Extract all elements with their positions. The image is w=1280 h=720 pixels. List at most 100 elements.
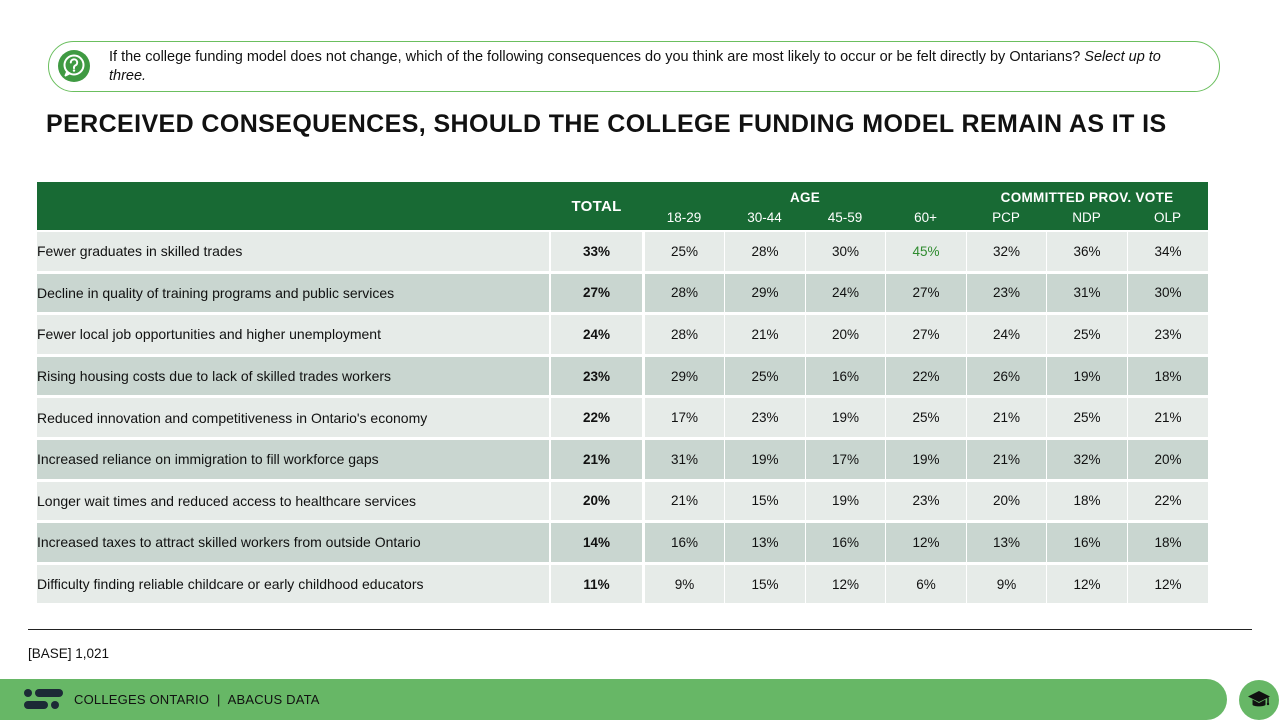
- column-header-45-59: 45-59: [805, 205, 885, 230]
- value-cell: 25%: [724, 354, 805, 397]
- row-label: Fewer graduates in skilled trades: [37, 230, 549, 272]
- total-cell: 20%: [549, 479, 644, 522]
- question-box: If the college funding model does not ch…: [48, 41, 1220, 92]
- table-row: Longer wait times and reduced access to …: [37, 479, 1209, 522]
- graduation-cap-icon: [1248, 691, 1270, 707]
- value-cell: 12%: [1046, 562, 1128, 605]
- results-table: TOTAL AGE COMMITTED PROV. VOTE 18-29 30-4…: [37, 182, 1209, 605]
- value-cell: 19%: [1046, 354, 1128, 397]
- total-cell: 23%: [549, 354, 644, 397]
- row-label: Increased taxes to attract skilled worke…: [37, 521, 549, 563]
- value-cell: 23%: [966, 271, 1047, 314]
- value-cell: 28%: [724, 230, 805, 272]
- value-cell: 6%: [885, 562, 967, 605]
- total-cell: 21%: [549, 437, 644, 480]
- value-cell: 9%: [966, 562, 1047, 605]
- total-cell: 27%: [549, 271, 644, 314]
- value-cell: 21%: [966, 396, 1047, 438]
- value-cell: 15%: [724, 479, 805, 522]
- value-cell: 16%: [644, 521, 724, 563]
- column-header-60-: 60+: [885, 205, 967, 230]
- value-cell: 21%: [966, 437, 1047, 480]
- value-cell: 19%: [805, 479, 885, 522]
- total-cell: 14%: [549, 521, 644, 563]
- value-cell: 22%: [1127, 479, 1209, 522]
- value-cell: 21%: [724, 313, 805, 355]
- total-cell: 11%: [549, 562, 644, 605]
- colleges-ontario-logo: [24, 689, 63, 709]
- value-cell: 17%: [644, 396, 724, 438]
- total-cell: 33%: [549, 230, 644, 272]
- group-header-vote: COMMITTED PROV. VOTE: [966, 182, 1209, 205]
- value-cell: 23%: [1127, 313, 1209, 355]
- value-cell: 19%: [805, 396, 885, 438]
- group-header-age: AGE: [644, 182, 967, 205]
- base-note: [BASE] 1,021: [28, 646, 110, 661]
- value-cell: 12%: [885, 521, 967, 563]
- value-cell: 28%: [644, 271, 724, 314]
- value-cell: 16%: [805, 521, 885, 563]
- footer-separator: |: [216, 692, 221, 707]
- table-row: Fewer graduates in skilled trades 33% 25% 2…: [37, 230, 1209, 272]
- value-cell: 31%: [644, 437, 724, 480]
- value-cell: 23%: [885, 479, 967, 522]
- value-cell: 9%: [644, 562, 724, 605]
- value-cell: 27%: [885, 313, 967, 355]
- value-cell: 16%: [805, 354, 885, 397]
- footer-bar: COLLEGES ONTARIO | ABACUS DATA: [0, 679, 1227, 720]
- total-cell: 24%: [549, 313, 644, 355]
- value-cell: 30%: [1127, 271, 1209, 314]
- value-cell: 20%: [966, 479, 1047, 522]
- row-label: Longer wait times and reduced access to …: [37, 479, 549, 522]
- column-header-30-44: 30-44: [724, 205, 805, 230]
- value-cell: 17%: [805, 437, 885, 480]
- row-label: Reduced innovation and competitiveness i…: [37, 396, 549, 438]
- table-row: Increased taxes to attract skilled worke…: [37, 521, 1209, 563]
- footer-divider: [28, 629, 1252, 630]
- table-row: Increased reliance on immigration to fil…: [37, 437, 1209, 480]
- value-cell: 15%: [724, 562, 805, 605]
- value-cell: 18%: [1046, 479, 1128, 522]
- question-text: If the college funding model does not ch…: [109, 48, 1199, 86]
- value-cell: 45%: [885, 230, 967, 272]
- value-cell: 32%: [966, 230, 1047, 272]
- table-row: Reduced innovation and competitiveness i…: [37, 396, 1209, 438]
- column-header-ndp: NDP: [1046, 205, 1128, 230]
- value-cell: 22%: [885, 354, 967, 397]
- table-row: Decline in quality of training programs …: [37, 271, 1209, 314]
- value-cell: 12%: [1127, 562, 1209, 605]
- footer-partner: ABACUS DATA: [227, 692, 320, 707]
- row-label: Rising housing costs due to lack of skil…: [37, 354, 549, 397]
- table-row: Difficulty finding reliable childcare or…: [37, 562, 1209, 605]
- value-cell: 24%: [805, 271, 885, 314]
- value-cell: 29%: [644, 354, 724, 397]
- value-cell: 28%: [644, 313, 724, 355]
- value-cell: 25%: [1046, 313, 1128, 355]
- value-cell: 24%: [966, 313, 1047, 355]
- value-cell: 12%: [805, 562, 885, 605]
- footer-org: COLLEGES ONTARIO: [74, 692, 210, 707]
- value-cell: 20%: [1127, 437, 1209, 480]
- question-body: If the college funding model does not ch…: [109, 49, 1081, 65]
- table-row: Rising housing costs due to lack of skil…: [37, 354, 1209, 397]
- value-cell: 25%: [885, 396, 967, 438]
- value-cell: 13%: [966, 521, 1047, 563]
- value-cell: 19%: [724, 437, 805, 480]
- column-header-pcp: PCP: [966, 205, 1047, 230]
- graduation-cap-badge: [1239, 680, 1279, 720]
- column-header-olp: OLP: [1127, 205, 1209, 230]
- label-header: [37, 182, 549, 230]
- row-label: Difficulty finding reliable childcare or…: [37, 562, 549, 605]
- value-cell: 16%: [1046, 521, 1128, 563]
- value-cell: 25%: [1046, 396, 1128, 438]
- value-cell: 20%: [805, 313, 885, 355]
- row-label: Increased reliance on immigration to fil…: [37, 437, 549, 480]
- question-instruction: Select up to three.: [109, 49, 1161, 84]
- footer-credit: COLLEGES ONTARIO | ABACUS DATA: [74, 692, 320, 707]
- value-cell: 21%: [1127, 396, 1209, 438]
- value-cell: 26%: [966, 354, 1047, 397]
- value-cell: 19%: [885, 437, 967, 480]
- value-cell: 30%: [805, 230, 885, 272]
- total-header: TOTAL: [549, 182, 644, 230]
- table-row: Fewer local job opportunities and higher…: [37, 313, 1209, 355]
